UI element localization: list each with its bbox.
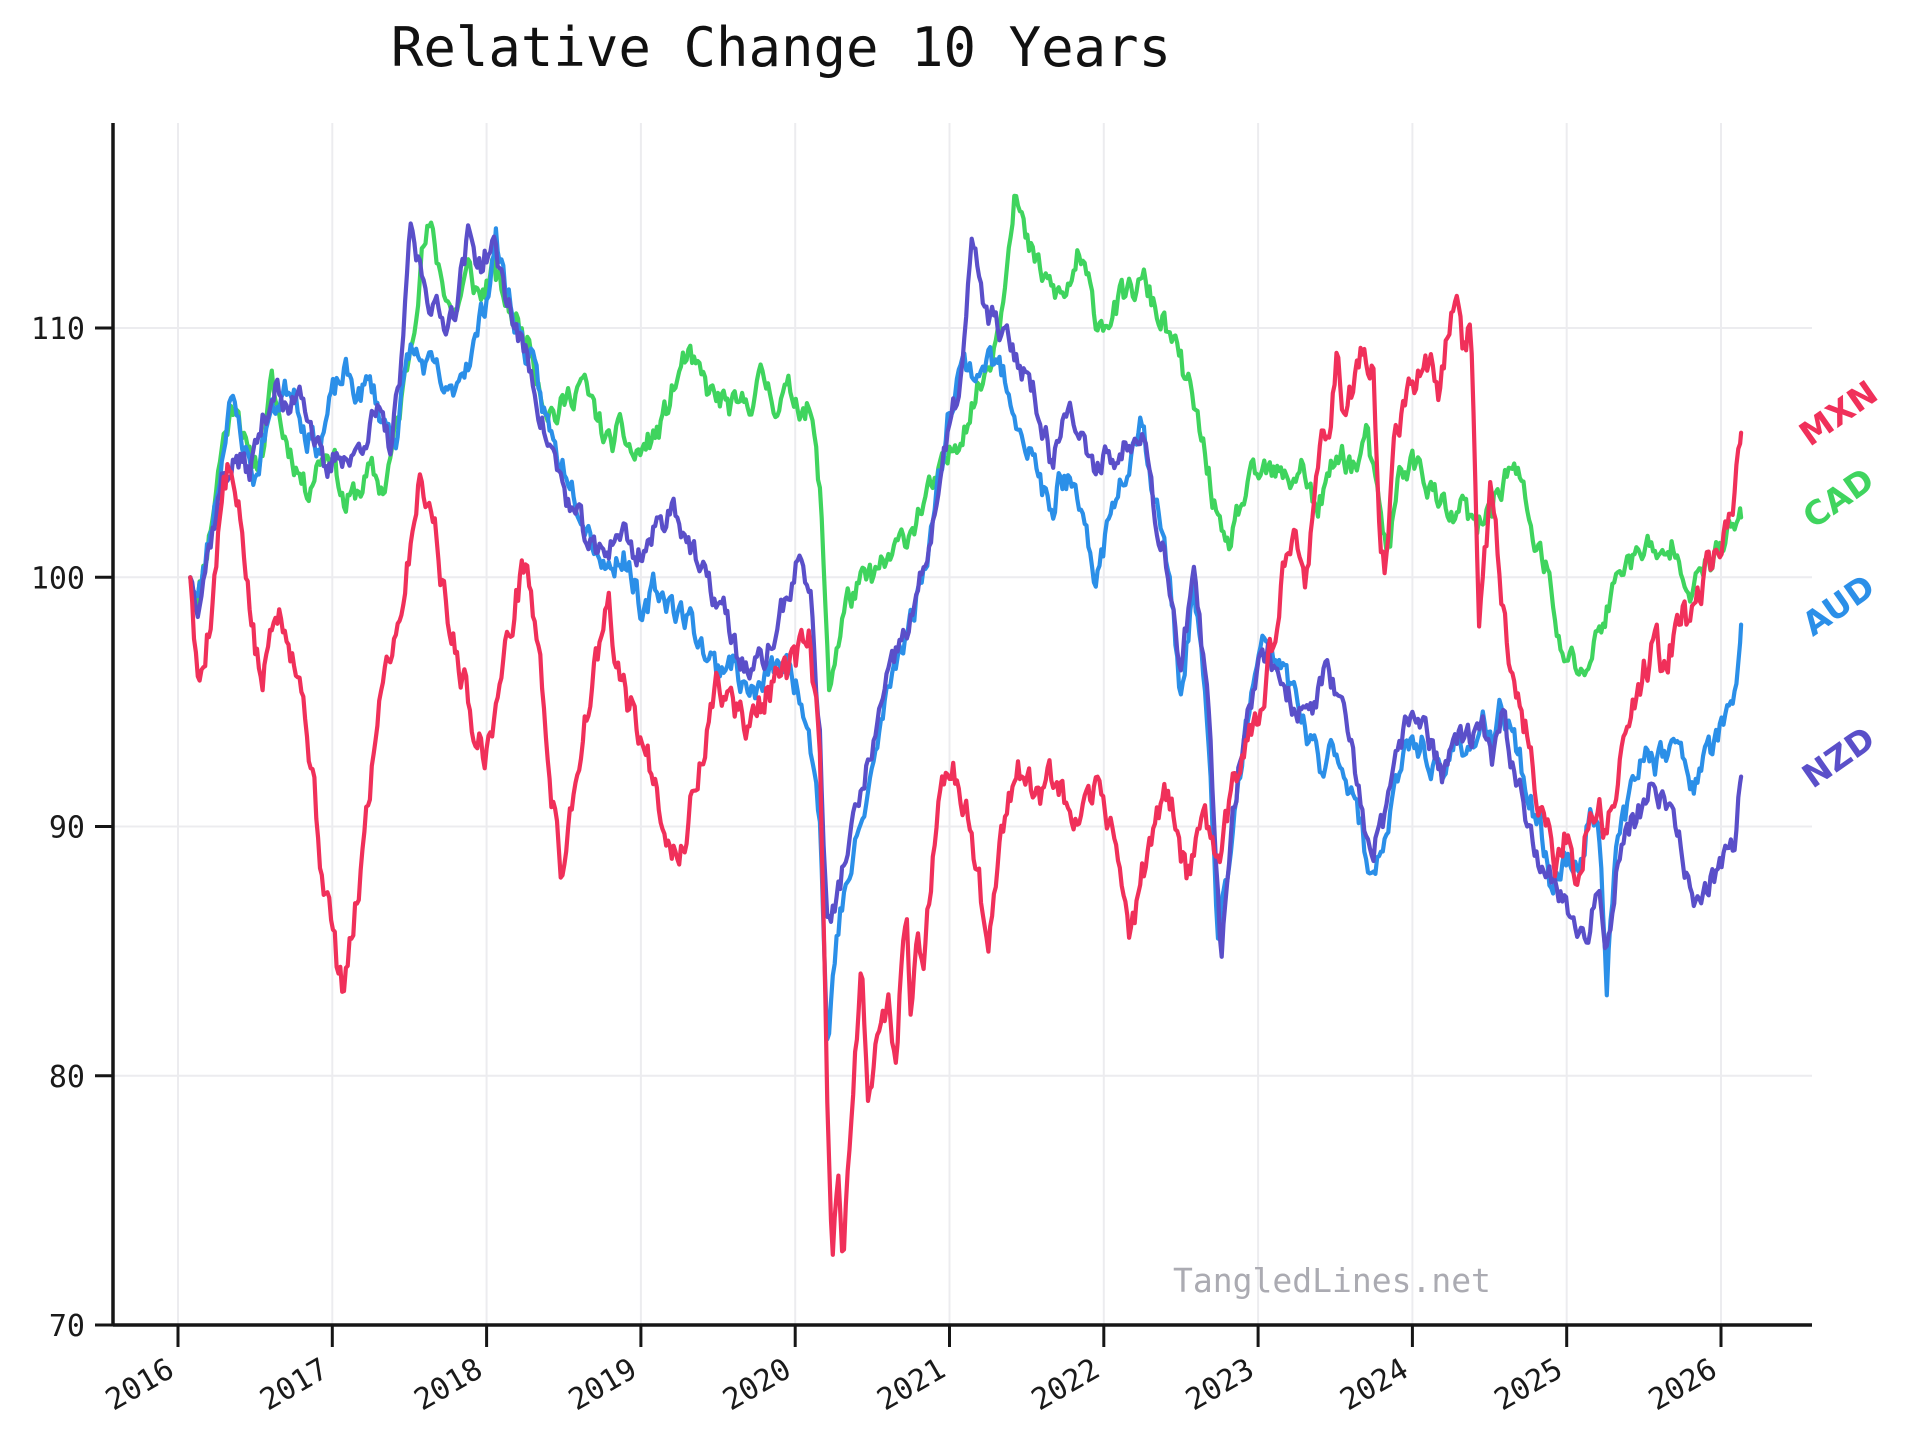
axes [95, 123, 1812, 1347]
x-tick-label: 2022 [1026, 1352, 1106, 1418]
series-line-aud [188, 226, 1744, 1042]
x-tick-label: 2026 [1643, 1352, 1723, 1418]
legend-label-cad: CAD [1796, 460, 1882, 536]
tick-labels: 70 80 90 100 110 2016 2017 2018 2019 2020 2021 2022… [31, 312, 1723, 1418]
x-tick-label: 2016 [100, 1352, 180, 1418]
chart-title: Relative Change 10 Years [391, 16, 1171, 79]
x-tick-label: 2025 [1489, 1352, 1569, 1418]
x-tick-label: 2019 [563, 1352, 643, 1418]
gridlines [113, 123, 1812, 1326]
x-tick-label: 2023 [1180, 1352, 1260, 1418]
y-tick-label: 100 [31, 561, 85, 596]
x-tick-label: 2017 [254, 1352, 334, 1418]
watermark: TangledLines.net [1173, 1261, 1491, 1300]
x-tick-label: 2018 [409, 1352, 489, 1418]
y-tick-label: 80 [49, 1060, 85, 1095]
legend-label-mxn: MXN [1792, 373, 1885, 454]
series-lines [188, 193, 1744, 1257]
series-line-cad [188, 193, 1744, 693]
series-line-mxn [188, 293, 1744, 1257]
y-tick-label: 90 [49, 811, 85, 846]
x-tick-label: 2024 [1334, 1352, 1414, 1418]
x-tick-label: 2021 [871, 1352, 951, 1418]
y-tick-label: 70 [49, 1309, 85, 1344]
legend-label-nzd: NZD [1795, 719, 1882, 796]
y-tick-label: 110 [31, 312, 85, 347]
series-line-nzd [188, 221, 1744, 959]
x-tick-label: 2020 [717, 1352, 797, 1418]
